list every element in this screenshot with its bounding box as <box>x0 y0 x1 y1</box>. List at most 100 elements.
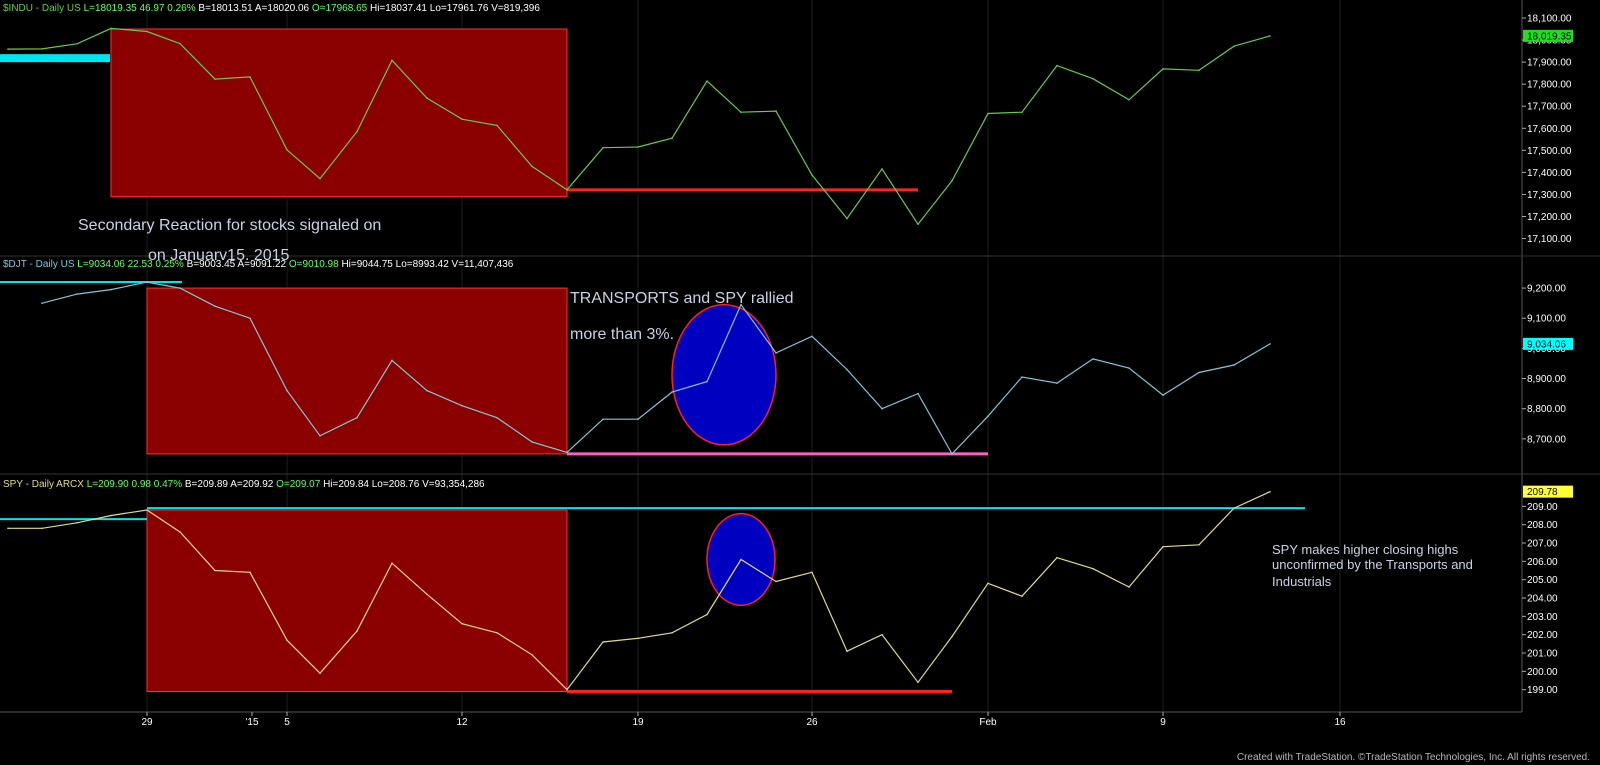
djt-data-point <box>671 391 673 393</box>
djt-y-tick-label: 8,900.00 <box>1527 374 1566 385</box>
djt-header-pct: 0.25% <box>155 259 186 270</box>
indu-data-point <box>286 149 288 151</box>
indu-header-open: O=17968.65 <box>312 3 370 14</box>
indu-y-tick-label: 17,400.00 <box>1527 168 1572 179</box>
indu-data-point <box>846 217 848 220</box>
spy-data-point <box>951 635 953 638</box>
djt-data-point <box>531 441 533 443</box>
indu-data-point <box>319 177 321 180</box>
spy-y-tick-label: 206.00 <box>1527 557 1558 568</box>
djt-data-point <box>917 392 919 395</box>
djt-data-point <box>356 416 358 419</box>
spy-data-point <box>706 613 708 616</box>
x-tick-label: '15 <box>245 717 258 728</box>
indu-data-point <box>461 118 463 120</box>
indu-header-high: Hi=18037.41 <box>370 3 430 14</box>
spy-data-point <box>249 571 251 574</box>
spy-y-tick-label: 199.00 <box>1527 685 1558 696</box>
annotation-spy-unconfirmed: unconfirmed by the Transports and <box>1272 557 1473 572</box>
spy-data-point <box>637 637 639 640</box>
indu-header-chg: 46.97 <box>139 3 167 14</box>
spy-data-point <box>1021 595 1023 597</box>
spy-data-point <box>391 562 393 564</box>
djt-last-price-label: 9,034.06 <box>1527 339 1566 350</box>
indu-data-point <box>951 180 953 182</box>
indu-y-tick-label: 17,600.00 <box>1527 124 1572 135</box>
indu-y-tick-label: 17,900.00 <box>1527 58 1572 69</box>
djt-y-tick-label: 8,800.00 <box>1527 404 1566 415</box>
spy-y-tick-label: 202.00 <box>1527 630 1558 641</box>
spy-data-point <box>146 509 148 511</box>
indu-data-point <box>1128 99 1130 101</box>
indu-header-last: L=18019.35 <box>84 3 140 14</box>
indu-data-point <box>566 189 568 191</box>
djt-rally-ellipse <box>671 303 777 446</box>
djt-data-point <box>951 453 953 455</box>
indu-header-low: Lo=17961.76 <box>430 3 491 14</box>
djt-data-point <box>146 281 148 283</box>
spy-header-high: Hi=209.84 <box>323 479 372 490</box>
spy-data-point <box>319 672 321 674</box>
djt-data-point <box>249 317 251 320</box>
spy-data-point <box>987 582 989 585</box>
djt-last-price-tag <box>1523 337 1573 350</box>
spy-y-tick-label: 201.00 <box>1527 649 1558 660</box>
djt-data-point <box>1128 367 1130 369</box>
indu-y-tick-label: 18,100.00 <box>1527 14 1572 25</box>
indu-data-point <box>740 111 742 113</box>
indu-data-point <box>391 59 393 62</box>
spy-data-point <box>1269 490 1271 493</box>
spy-data-point <box>356 630 358 632</box>
djt-data-point <box>775 352 777 354</box>
djt-data-point <box>41 302 43 305</box>
spy-data-point <box>531 654 533 656</box>
spy-header: SPY - Daily ARCX L=209.90 0.98 0.47% B=2… <box>3 479 485 490</box>
spy-data-point <box>76 522 78 524</box>
spy-data-point <box>461 622 463 625</box>
indu-data-point <box>146 30 148 33</box>
djt-data-point <box>76 293 78 295</box>
djt-data-point <box>391 359 393 362</box>
spy-reaction-box <box>146 509 568 692</box>
djt-data-point <box>1198 371 1200 374</box>
annotation-secondary-date: on Januarv15. 2015 <box>148 247 290 264</box>
x-tick-label: 16 <box>1334 717 1346 728</box>
spy-header-bid: B=209.89 <box>185 479 230 490</box>
x-tick-label: 12 <box>456 717 468 728</box>
spy-y-tick-label: 208.00 <box>1527 520 1558 531</box>
indu-header: $INDU - Daily US L=18019.35 46.97 0.26% … <box>3 3 540 14</box>
annotation-more-than-3: more than 3%. <box>570 326 674 343</box>
spy-data-point <box>214 569 216 572</box>
x-tick-label: 5 <box>284 717 290 728</box>
spy-header-open: O=209.07 <box>276 479 323 490</box>
djt-header-bid: B=9003.45 <box>187 259 238 270</box>
spy-last-price-label: 209.78 <box>1527 487 1558 498</box>
indu-data-point <box>987 112 989 115</box>
spy-header-pct: 0.47% <box>154 479 185 490</box>
djt-data-point <box>461 404 463 407</box>
indu-data-point <box>1162 68 1164 70</box>
djt-data-point <box>1233 364 1235 366</box>
indu-data-point <box>7 48 9 50</box>
djt-reaction-box <box>146 287 568 455</box>
spy-header-vol: V=93,354,286 <box>422 479 485 490</box>
spy-data-point <box>775 580 777 583</box>
spy-data-point <box>881 633 883 636</box>
djt-data-point <box>846 368 848 371</box>
indu-y-tick-label: 17,800.00 <box>1527 80 1572 91</box>
spy-y-tick-label: 207.00 <box>1527 539 1558 550</box>
spy-data-point <box>1056 556 1058 559</box>
spy-data-point <box>1162 545 1164 548</box>
indu-y-tick-label: 17,500.00 <box>1527 146 1572 157</box>
indu-header-vol: V=819,396 <box>491 3 540 14</box>
djt-data-point <box>1092 358 1094 360</box>
djt-header-high: Hi=9044.75 <box>341 259 395 270</box>
djt-data-point <box>740 303 742 306</box>
djt-header-low: Lo=8993.42 <box>396 259 452 270</box>
spy-data-point <box>1092 567 1094 570</box>
spy-header-last: L=209.90 <box>87 479 132 490</box>
djt-data-point <box>179 287 181 289</box>
spy-y-tick-label: 200.00 <box>1527 667 1558 678</box>
annotation-secondary-reaction: Secondary Reaction for stocks signaled o… <box>78 217 381 234</box>
